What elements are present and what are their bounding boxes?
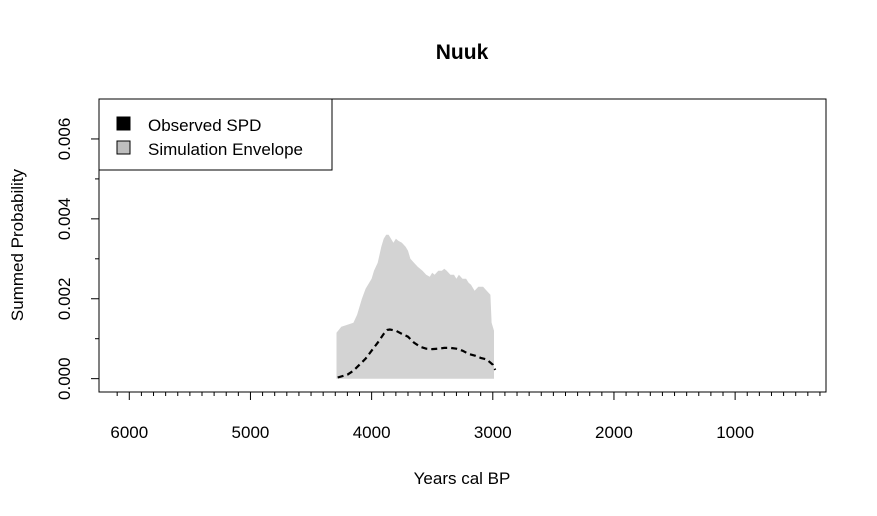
x-tick-label: 6000 bbox=[110, 423, 148, 442]
x-tick-label: 1000 bbox=[716, 423, 754, 442]
x-tick-label: 4000 bbox=[353, 423, 391, 442]
y-tick-label: 0.002 bbox=[55, 278, 74, 321]
x-tick-label: 3000 bbox=[474, 423, 512, 442]
simulation-envelope-area bbox=[336, 234, 494, 379]
x-tick-label: 2000 bbox=[595, 423, 633, 442]
legend-label-simulation-envelope: Simulation Envelope bbox=[148, 140, 303, 159]
observed-spd-line bbox=[337, 328, 497, 379]
plot-area bbox=[336, 234, 497, 379]
chart-title: Nuuk bbox=[436, 41, 489, 64]
y-tick-label: 0.006 bbox=[55, 118, 74, 161]
y-axis: 0.000 0.002 0.004 0.006 bbox=[55, 118, 99, 400]
legend-swatch-simulation-envelope bbox=[116, 140, 131, 155]
y-tick-label: 0.000 bbox=[55, 357, 74, 400]
x-axis: 6000 5000 4000 3000 2000 1000 bbox=[110, 392, 821, 442]
legend: Observed SPD Simulation Envelope bbox=[98, 98, 333, 171]
plot-frame bbox=[98, 98, 827, 393]
y-tick-label: 0.004 bbox=[55, 198, 74, 241]
y-axis-label: Summed Probability bbox=[8, 168, 27, 321]
x-tick-label: 5000 bbox=[232, 423, 270, 442]
legend-label-observed-spd: Observed SPD bbox=[148, 116, 261, 135]
legend-box bbox=[98, 98, 333, 171]
x-axis-label: Years cal BP bbox=[414, 469, 511, 488]
legend-swatch-observed-spd bbox=[116, 116, 131, 131]
